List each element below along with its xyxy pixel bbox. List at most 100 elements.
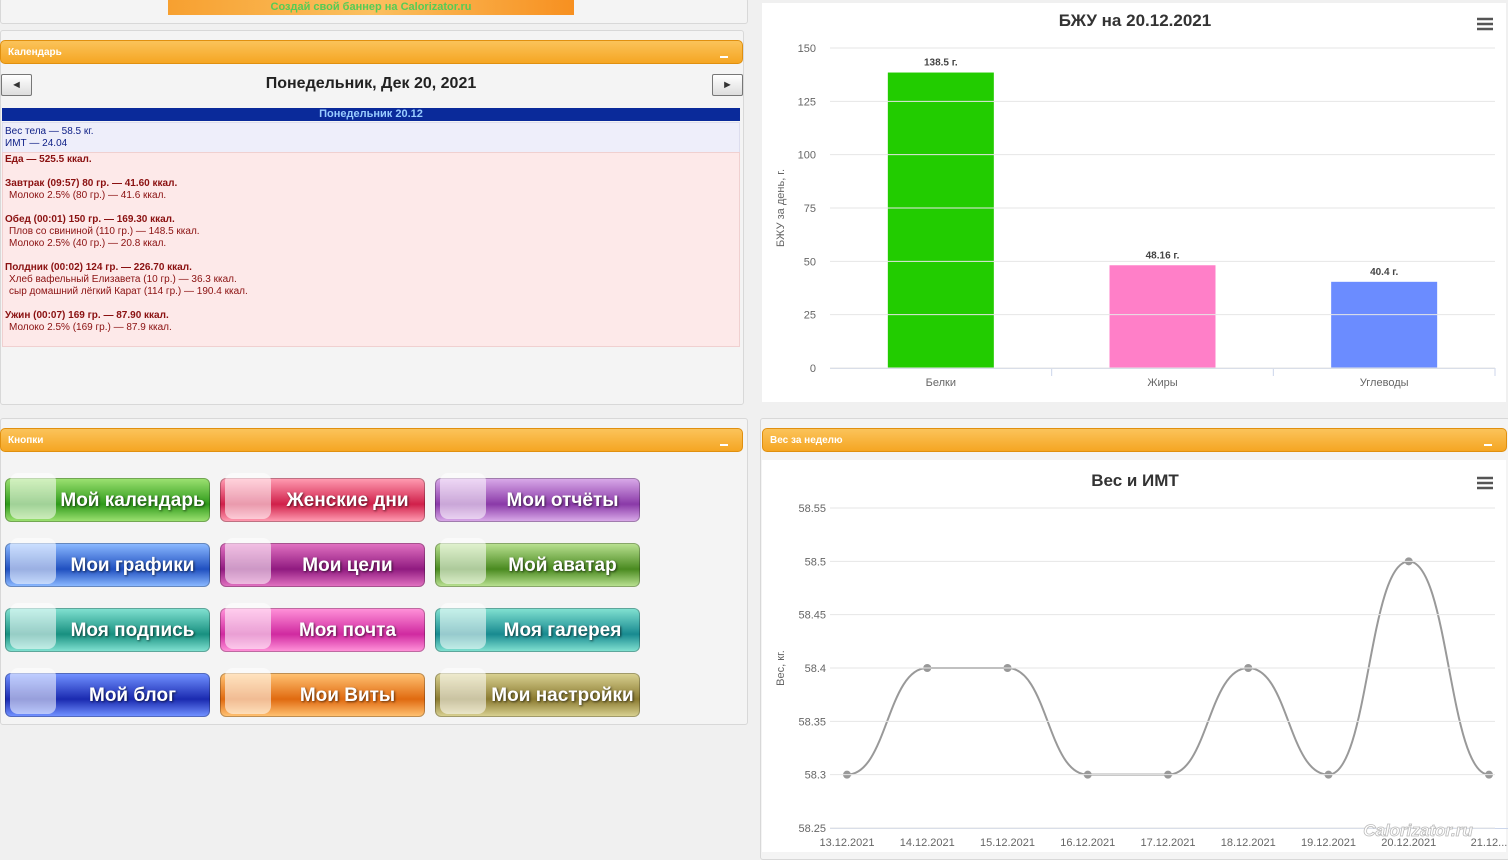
button-label[interactable]: Мой календарь: [60, 490, 205, 511]
button-label[interactable]: Мои настройки: [491, 685, 634, 706]
button-label[interactable]: Мои Виты: [299, 685, 396, 706]
calendar-title: Календарь: [8, 47, 62, 58]
meal-title: Ужин (00:07) 169 гр. — 87.90 ккал.: [5, 310, 169, 321]
x-tick-label: 14.12.2021: [900, 837, 955, 849]
nav-button[interactable]: Мой календарь: [5, 473, 210, 522]
nav-button[interactable]: Женские дни: [220, 473, 425, 522]
meal-title: Обед (00:01) 150 гр. — 169.30 ккал.: [5, 214, 175, 225]
button-label[interactable]: Мой блог: [89, 685, 176, 706]
button-label[interactable]: Мои отчёты: [506, 490, 619, 511]
minimize[interactable]: [720, 56, 728, 58]
meal-item: Молоко 2.5% (40 гр.) — 20.8 ккал.: [9, 238, 167, 249]
weight-header: Вес за неделю: [762, 428, 1507, 452]
button-icon: [10, 603, 56, 649]
y-tick-label: 58.5: [805, 556, 826, 568]
food-total: Еда — 525.5 ккал.: [5, 154, 92, 165]
nav-button[interactable]: Мои отчёты: [435, 473, 640, 522]
buttons-header: Кнопки: [0, 428, 743, 452]
y-tick-label: 58.35: [798, 716, 826, 728]
button-label[interactable]: Моя галерея: [503, 620, 622, 641]
meal-title: Полдник (00:02) 124 гр. — 226.70 ккал.: [5, 262, 192, 273]
x-tick-label: 21.12...: [1471, 837, 1508, 849]
menu-icon[interactable]: [1477, 476, 1493, 490]
buttons-title: Кнопки: [8, 435, 44, 446]
weight-panel-title: Вес за неделю: [770, 435, 843, 446]
button-label[interactable]: Моя подпись: [70, 620, 195, 641]
chart-panel: [762, 460, 1506, 852]
x-tick-label: Углеводы: [1360, 377, 1409, 389]
button-icon: [225, 603, 271, 649]
x-tick-label: 16.12.2021: [1060, 837, 1115, 849]
x-tick-label: 20.12.2021: [1381, 837, 1436, 849]
button-icon: [440, 603, 486, 649]
nav-button[interactable]: Моя почта: [220, 603, 425, 652]
button-icon: [440, 668, 486, 714]
y-tick-label: 125: [798, 96, 816, 108]
y-tick-label: 100: [798, 150, 816, 162]
nav-button[interactable]: Моя подпись: [5, 603, 210, 652]
nav-button[interactable]: Мои графики: [5, 538, 210, 587]
button-icon: [440, 538, 486, 584]
meal-item: Молоко 2.5% (169 гр.) — 87.9 ккал.: [9, 322, 172, 333]
day-header: Понедельник 20.12: [2, 108, 740, 121]
button-label[interactable]: Женские дни: [286, 490, 409, 511]
weight-box: Вес тела — 58.5 кг. ИМТ — 24.04: [2, 122, 740, 155]
meal-item: сыр домашний лёгкий Карат (114 гр.) — 19…: [9, 286, 248, 297]
nav-button[interactable]: Мои настройки: [435, 668, 640, 717]
banner[interactable]: Создай свой баннер на Calorizator.ru: [168, 0, 574, 15]
chart-title: Вес и ИМТ: [1091, 471, 1179, 490]
y-tick-label: 50: [804, 256, 816, 268]
meal-title: Завтрак (09:57) 80 гр. — 41.60 ккал.: [5, 178, 178, 189]
food-box: Еда — 525.5 ккал. Завтрак (09:57) 80 гр.…: [2, 152, 740, 347]
y-tick-label: 0: [810, 363, 816, 375]
weight: Вес тела — 58.5 кг.: [5, 126, 94, 137]
y-tick-label: 58.45: [798, 610, 826, 622]
minimize[interactable]: [720, 444, 728, 446]
y-axis-label: БЖУ за день, г.: [775, 169, 787, 247]
data-label: 40.4 г.: [1370, 267, 1398, 278]
button-icon: [10, 668, 56, 714]
x-tick-label: 18.12.2021: [1221, 837, 1276, 849]
button-icon: [225, 473, 271, 519]
button-label[interactable]: Мой аватар: [508, 555, 617, 576]
x-tick-label: 17.12.2021: [1140, 837, 1195, 849]
x-tick-label: Жиры: [1147, 377, 1177, 389]
nav-button[interactable]: Мои Виты: [220, 668, 425, 717]
x-tick-label: 15.12.2021: [980, 837, 1035, 849]
y-tick-label: 25: [804, 310, 816, 322]
menu-icon[interactable]: [1477, 17, 1493, 31]
button-label[interactable]: Мои графики: [70, 555, 195, 576]
button-label[interactable]: Мои цели: [302, 555, 393, 576]
prev-button[interactable]: ◄: [1, 74, 32, 96]
minimize[interactable]: [1484, 444, 1492, 446]
button-icon: [10, 473, 56, 519]
button-icon: [225, 538, 271, 584]
y-tick-label: 150: [798, 43, 816, 55]
x-tick-label: Белки: [926, 377, 956, 389]
nav-button[interactable]: Моя галерея: [435, 603, 640, 652]
button-icon: [440, 473, 486, 519]
y-tick-label: 75: [804, 203, 816, 215]
data-label: 48.16 г.: [1146, 250, 1180, 261]
meal-item: Плов со свининой (110 гр.) — 148.5 ккал.: [9, 226, 200, 237]
button-icon: [10, 538, 56, 584]
nav-button[interactable]: Мои цели: [220, 538, 425, 587]
nav-button[interactable]: Мой блог: [5, 668, 210, 717]
nav-button[interactable]: Мой аватар: [435, 538, 640, 587]
button-label[interactable]: Моя почта: [298, 620, 397, 641]
bmi: ИМТ — 24.04: [5, 138, 68, 149]
y-tick-label: 58.3: [805, 770, 826, 782]
button-icon: [225, 668, 271, 714]
bar: [1331, 281, 1438, 368]
bar: [887, 72, 994, 369]
meal-item: Молоко 2.5% (80 гр.) — 41.6 ккал.: [9, 190, 167, 201]
calendar-header: Календарь: [0, 40, 743, 64]
y-tick-label: 58.25: [798, 823, 826, 835]
y-tick-label: 58.4: [805, 663, 826, 675]
watermark: Calorizator.ru: [1363, 821, 1473, 840]
y-axis-label: Вес, кг.: [775, 650, 787, 686]
calendar-date: Понедельник, Дек 20, 2021: [265, 75, 477, 92]
next-button[interactable]: ►: [712, 74, 743, 96]
